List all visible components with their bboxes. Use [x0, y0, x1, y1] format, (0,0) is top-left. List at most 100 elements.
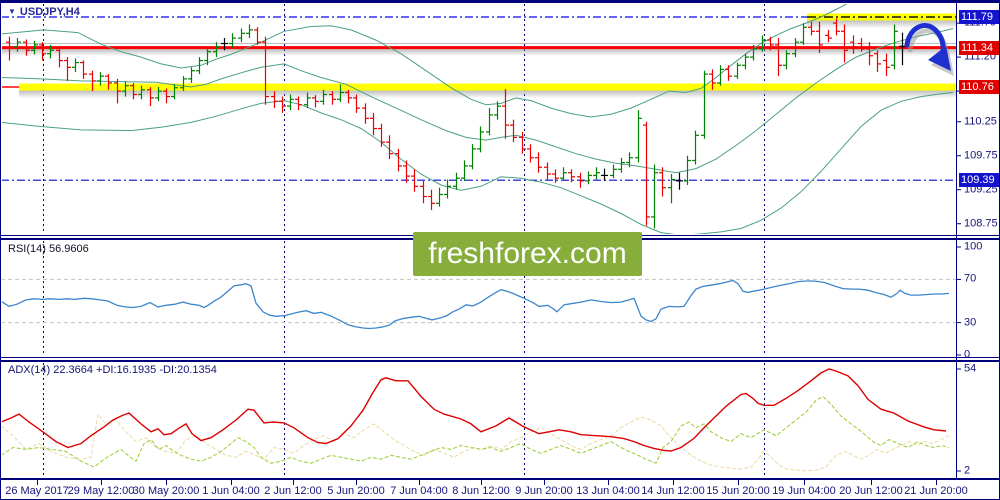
adx-pane[interactable]	[1, 368, 950, 472]
date-tick-label: 5 Jun 20:00	[327, 485, 385, 497]
ohlc-bar	[213, 42, 220, 58]
ohlc-bar	[196, 57, 203, 75]
price-tick-label: 110.25	[964, 115, 997, 128]
ohlc-bar	[411, 169, 418, 192]
adx-tick-label: 54	[964, 362, 977, 375]
ohlc-bar	[883, 53, 890, 77]
ohlc-bar	[585, 171, 592, 185]
band-shadow	[807, 20, 956, 29]
pane-separator	[1, 357, 999, 358]
ohlc-bar	[552, 169, 559, 183]
ohlc-bar	[403, 160, 410, 183]
ohlc-bar	[668, 174, 675, 204]
ohlc-bar	[320, 89, 327, 105]
trend-arrow-annotation[interactable]	[904, 22, 954, 76]
date-tick-label: 7 Jun 04:00	[390, 485, 448, 497]
ohlc-bar	[271, 91, 278, 109]
ohlc-bar	[544, 162, 551, 180]
ohlc-bar	[155, 87, 162, 102]
ohlc-bar	[461, 160, 468, 181]
rsi-pane[interactable]	[1, 278, 956, 330]
ohlc-bar	[816, 21, 823, 54]
ohlc-bar	[395, 148, 402, 172]
ohlc-bar	[618, 157, 625, 173]
ohlc-bar	[353, 94, 360, 113]
ohlc-bar	[188, 67, 195, 83]
ohlc-bar	[304, 92, 311, 109]
top-border	[1, 1, 999, 3]
yellow-highlight-band[interactable]	[19, 83, 956, 91]
ohlc-bar	[279, 96, 286, 113]
main-pane[interactable]	[1, 1, 956, 235]
price-badge: 111.34	[959, 40, 999, 55]
price-badge: 110.76	[959, 80, 999, 95]
ohlc-bar	[378, 123, 385, 147]
ohlc-bar	[519, 131, 526, 154]
date-tick-label: 13 Jun 04:00	[576, 485, 640, 497]
ohlc-bar	[345, 89, 352, 104]
ohlc-bar	[171, 84, 178, 100]
date-tick-label: 15 Jun 20:00	[706, 485, 770, 497]
ohlc-bar	[89, 70, 96, 92]
price-tick-label: 108.75	[964, 217, 998, 230]
ohlc-bar	[568, 169, 575, 183]
ohlc-bar	[676, 172, 683, 190]
ohlc-bar	[56, 47, 63, 68]
ohlc-bar	[246, 24, 253, 39]
ohlc-bar	[370, 112, 377, 136]
ohlc-bar	[262, 36, 269, 105]
ohlc-bar	[725, 65, 732, 81]
date-tick-label: 21 Jun 20:00	[904, 485, 968, 497]
ohlc-bar	[329, 91, 336, 105]
ohlc-bar	[684, 155, 691, 185]
pane-separator	[1, 360, 999, 362]
ohlc-bar	[601, 168, 608, 181]
ohlc-bar	[825, 29, 832, 43]
ohlc-bar	[47, 44, 54, 59]
bollinger-upper-line	[2, 4, 848, 118]
date-tick-label: 20 Jun 12:00	[839, 485, 903, 497]
ohlc-bar	[858, 38, 865, 52]
ohlc-bar	[808, 21, 815, 36]
price-badge: 109.39	[959, 173, 999, 188]
price-badge: 111.79	[959, 10, 999, 24]
ohlc-bar	[874, 50, 881, 73]
ohlc-bar	[254, 27, 261, 45]
ohlc-bar	[312, 95, 319, 108]
ohlc-bar	[610, 164, 617, 179]
ohlc-bar	[39, 42, 46, 61]
ohlc-bar	[783, 50, 790, 70]
ohlc-bar	[891, 24, 898, 70]
chevron-down-icon: ▼	[8, 7, 16, 16]
ohlc-bar	[362, 103, 369, 124]
date-tick-label: 8 Jun 12:00	[452, 485, 510, 497]
ohlc-bar	[238, 28, 245, 43]
ohlc-bar	[287, 94, 294, 111]
ohlc-bar	[494, 101, 501, 120]
ohlc-bar	[709, 69, 716, 90]
ohlc-bar	[31, 40, 38, 55]
ohlc-bar	[635, 110, 642, 163]
ohlc-bar	[221, 38, 228, 51]
ohlc-bar	[337, 84, 344, 102]
ohlc-bar	[659, 167, 666, 197]
price-tick-label: 109.75	[964, 149, 998, 162]
ohlc-bar	[204, 47, 211, 66]
ohlc-bar	[717, 65, 724, 86]
date-tick-label: 2 Jun 12:00	[264, 485, 322, 497]
ohlc-bar	[444, 179, 451, 199]
ohlc-bar	[577, 172, 584, 188]
date-tick-label: 29 May 12:00	[67, 485, 135, 497]
arrow-head	[928, 46, 951, 71]
line-shadow	[2, 49, 956, 57]
adx-indicator-label: ADX(14) 22.3664 +DI:16.1935 -DI:20.1354	[8, 364, 217, 376]
ohlc-bar	[792, 38, 799, 58]
ohlc-bar	[105, 74, 112, 90]
ohlc-bar	[692, 130, 699, 165]
symbol-selector[interactable]: ▼ USDJPY,H4	[8, 6, 80, 18]
rsi-line	[2, 279, 950, 330]
ohlc-bar	[138, 85, 145, 100]
rsi-tick-label: 100	[964, 240, 983, 253]
